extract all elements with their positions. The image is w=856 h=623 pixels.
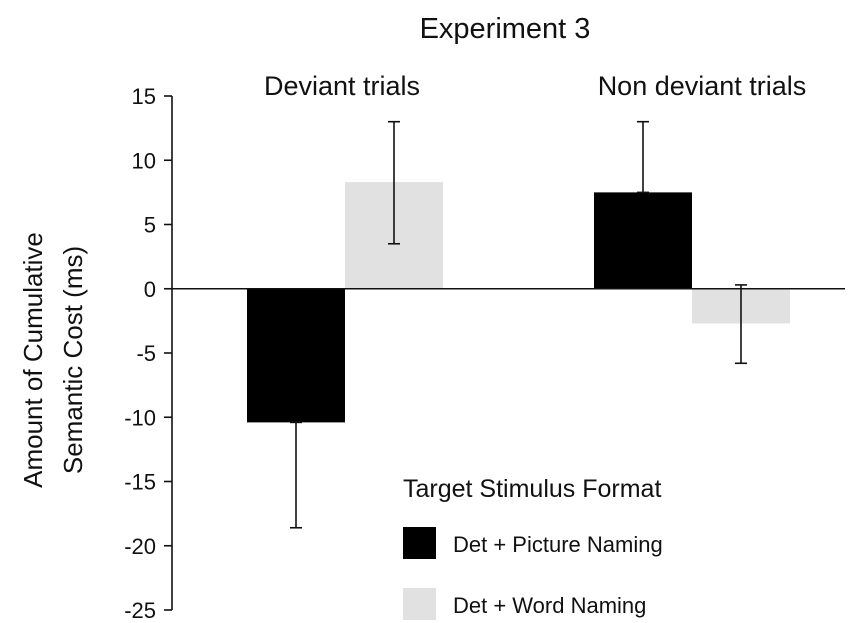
- legend: Target Stimulus Format Det + Picture Nam…: [403, 475, 663, 620]
- legend-title: Target Stimulus Format: [403, 475, 661, 503]
- y-tick-label: -10: [124, 405, 156, 430]
- error-bar: [388, 120, 400, 245]
- y-tick-label: 10: [132, 148, 156, 173]
- y-tick-label: 5: [144, 213, 156, 238]
- legend-swatch-picture-naming: [403, 527, 436, 559]
- error-bar: [637, 120, 649, 194]
- y-axis: 15 10 5 0 -5 -10 -15 -20 -25: [124, 84, 173, 623]
- bar-picture-naming-deviant: [247, 288, 345, 423]
- y-tick-label: -15: [124, 470, 156, 495]
- group-label-non-deviant: Non deviant trials: [598, 71, 807, 101]
- legend-label-word-naming: Det + Word Naming: [453, 593, 646, 618]
- y-axis-title-line-2: Semantic Cost (ms): [58, 246, 88, 474]
- y-axis-title-line-1: Amount of Cumulative: [18, 232, 48, 488]
- bar-picture-naming-non-deviant: [594, 192, 692, 289]
- y-axis-title: Amount of Cumulative Semantic Cost (ms): [18, 232, 88, 488]
- y-tick-label: -5: [136, 341, 156, 366]
- error-bar: [735, 284, 747, 365]
- y-tick-label: -25: [124, 598, 156, 623]
- y-tick-label: 15: [132, 84, 156, 109]
- group-label-deviant: Deviant trials: [264, 71, 420, 101]
- y-tick-label: 0: [144, 277, 156, 302]
- legend-swatch-word-naming: [403, 588, 436, 620]
- y-tick-label: -20: [124, 534, 156, 559]
- bars: [247, 182, 790, 423]
- error-bars: [290, 120, 747, 529]
- error-bar: [290, 421, 302, 529]
- legend-label-picture-naming: Det + Picture Naming: [453, 532, 663, 557]
- chart-title: Experiment 3: [420, 13, 591, 45]
